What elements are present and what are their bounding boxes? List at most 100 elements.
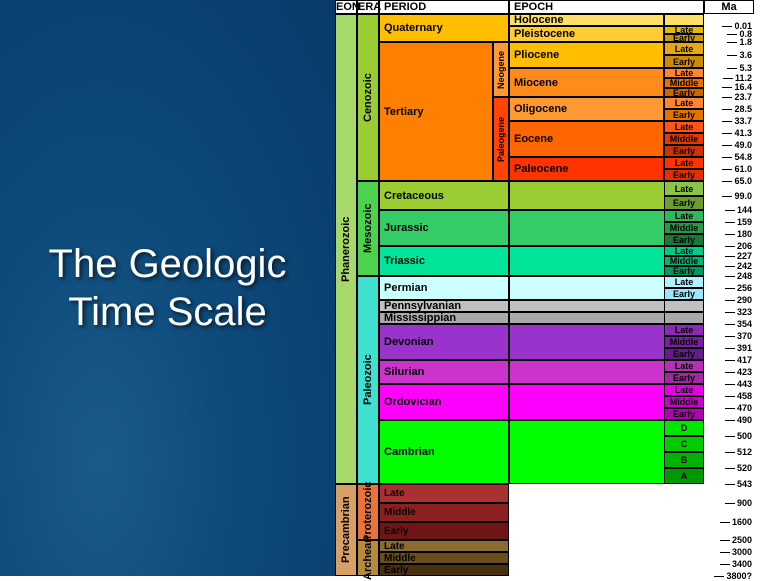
epoch-pleistocene: Pleistocene	[509, 26, 664, 42]
ma-543: 543	[737, 479, 752, 489]
ma-458: 458	[737, 391, 752, 401]
sub-c: C	[664, 436, 704, 452]
ma-323: 323	[737, 307, 752, 317]
sub-middle: Middle	[664, 133, 704, 145]
subperiod-paleogene: Paleogene	[493, 97, 509, 181]
ma-256: 256	[737, 283, 752, 293]
ma-391: 391	[737, 343, 752, 353]
period-permian: Permian	[379, 276, 509, 300]
sub-middle: Middle	[664, 222, 704, 234]
period-silurian: Silurian	[379, 360, 509, 384]
era-column: CenozoicMesozoicPaleozoicProterozoicArch…	[357, 14, 379, 576]
period-early: Early	[379, 522, 509, 540]
ma-16.4: 16.4	[734, 82, 752, 92]
ma-159: 159	[737, 217, 752, 227]
ma-1600: 1600	[732, 517, 752, 527]
era-paleozoic: Paleozoic	[357, 276, 379, 484]
sub-middle: Middle	[664, 78, 704, 88]
sub-late: Late	[664, 246, 704, 256]
period-devonian: Devonian	[379, 324, 509, 360]
ma-370: 370	[737, 331, 752, 341]
sub-late: Late	[664, 324, 704, 336]
epoch-blank	[509, 181, 664, 210]
hdr-eon: EON	[335, 0, 357, 14]
sub-early: Early	[664, 196, 704, 210]
hdr-epoch: EPOCH	[509, 0, 704, 14]
sub-a: A	[664, 468, 704, 484]
ma-423: 423	[737, 367, 752, 377]
epoch-blank	[509, 360, 664, 384]
ma-3.6: 3.6	[739, 50, 752, 60]
eon-phanerozoic: Phanerozoic	[335, 14, 357, 484]
ma-28.5: 28.5	[734, 104, 752, 114]
sub-early: Early	[664, 234, 704, 246]
sub-early: Early	[664, 408, 704, 420]
period-middle: Middle	[379, 503, 509, 522]
epoch-oligocene: Oligocene	[509, 97, 664, 121]
ma-3000: 3000	[732, 547, 752, 557]
ma-512: 512	[737, 447, 752, 457]
ma-470: 470	[737, 403, 752, 413]
epoch-blank	[509, 312, 664, 324]
epoch-blank	[509, 276, 664, 300]
epoch-paleocene: Paleocene	[509, 157, 664, 181]
ma-290: 290	[737, 295, 752, 305]
ma-206: 206	[737, 241, 752, 251]
sub-b: B	[664, 452, 704, 468]
sub-late: Late	[664, 276, 704, 288]
period-cretaceous: Cretaceous	[379, 181, 509, 210]
ma-65.0: 65.0	[734, 176, 752, 186]
epoch-eocene: Eocene	[509, 121, 664, 157]
sub-late: Late	[664, 210, 704, 222]
ma-33.7: 33.7	[734, 116, 752, 126]
sub-early: Early	[664, 109, 704, 121]
chart-body: PhanerozoicPrecambrian CenozoicMesozoicP…	[335, 14, 768, 576]
sub-early: Early	[664, 55, 704, 68]
period-ordovician: Ordovician	[379, 384, 509, 420]
ma-49.0: 49.0	[734, 140, 752, 150]
ma-61.0: 61.0	[734, 164, 752, 174]
period-triassic: Triassic	[379, 246, 509, 276]
ma-23.7: 23.7	[734, 92, 752, 102]
era-archean: Archean	[357, 540, 379, 576]
sub-early: Early	[664, 145, 704, 157]
epoch-pliocene: Pliocene	[509, 42, 664, 68]
sub-early: Early	[664, 372, 704, 384]
ma-54.8: 54.8	[734, 152, 752, 162]
sub-d: D	[664, 420, 704, 436]
period-quaternary: Quaternary	[379, 14, 509, 42]
epoch-miocene: Miocene	[509, 68, 664, 97]
eon-precambrian: Precambrian	[335, 484, 357, 576]
hdr-ma: Ma	[704, 0, 754, 14]
ma-5.3: 5.3	[739, 63, 752, 73]
sub-late: Late	[664, 384, 704, 396]
ma-242: 242	[737, 261, 752, 271]
sub-early: Early	[664, 288, 704, 300]
ma-354: 354	[737, 319, 752, 329]
ma-1.8: 1.8	[739, 37, 752, 47]
era-cenozoic: Cenozoic	[357, 14, 379, 181]
epoch-blank	[509, 484, 664, 576]
hdr-period: PERIOD	[379, 0, 509, 14]
sub-late: Late	[664, 360, 704, 372]
ma-180: 180	[737, 229, 752, 239]
ma-41.3: 41.3	[734, 128, 752, 138]
ma-500: 500	[737, 431, 752, 441]
ma-520: 520	[737, 463, 752, 473]
ma-490: 490	[737, 415, 752, 425]
header-row: EON ERA PERIOD EPOCH Ma	[335, 0, 768, 14]
epoch-blank	[509, 324, 664, 360]
period-late: Late	[379, 484, 509, 503]
sub-late: Late	[664, 26, 704, 34]
sub-early: Early	[664, 348, 704, 360]
sub-blank	[664, 14, 704, 26]
geologic-time-chart: EON ERA PERIOD EPOCH Ma PhanerozoicPreca…	[335, 0, 768, 576]
ma-248: 248	[737, 271, 752, 281]
ma-3400: 3400	[732, 559, 752, 569]
epoch-holocene: Holocene	[509, 14, 664, 26]
ma-column: 0.010.81.83.65.311.216.423.728.533.741.3…	[704, 14, 754, 576]
ma-227: 227	[737, 251, 752, 261]
sub-early: Early	[664, 34, 704, 42]
sub-middle: Middle	[664, 336, 704, 348]
ma-417: 417	[737, 355, 752, 365]
